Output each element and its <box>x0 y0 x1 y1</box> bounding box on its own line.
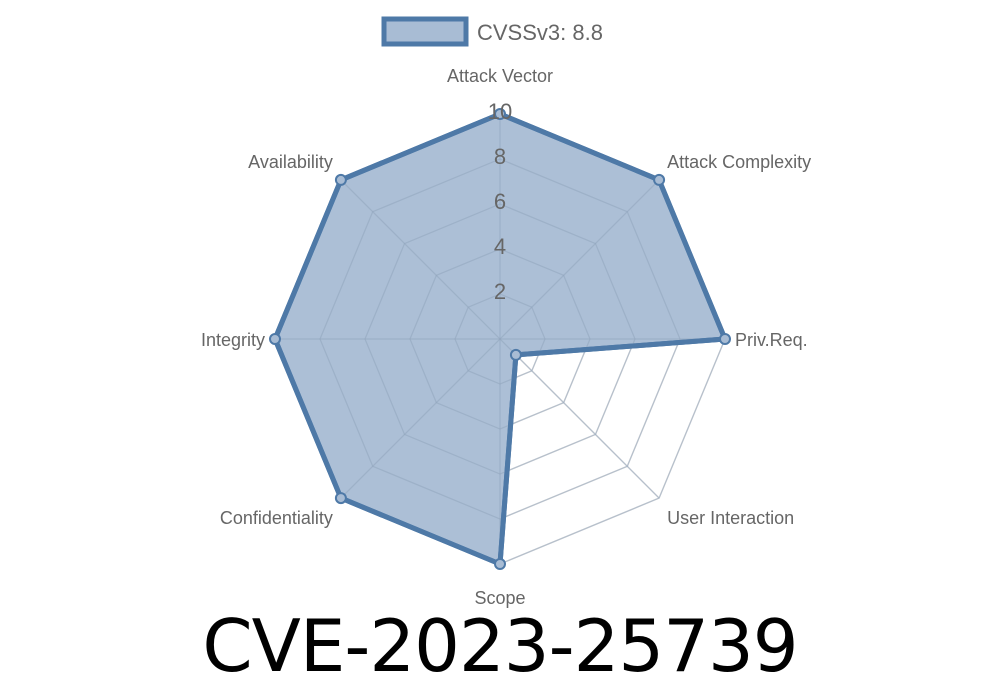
legend[interactable]: CVSSv3: 8.8 <box>381 16 603 47</box>
chart-title: CVE-2023-25739 <box>202 604 798 688</box>
axis-label: Priv.Req. <box>735 330 808 350</box>
axis-label: Integrity <box>201 330 265 350</box>
grid-spoke-overlay <box>499 338 660 499</box>
tick-label: 10 <box>488 99 512 124</box>
axis-labels: Attack Vector Attack Complexity Priv.Req. U… <box>201 66 811 608</box>
data-point <box>494 108 506 120</box>
axis-label: Scope <box>474 588 525 608</box>
data-point <box>509 348 522 361</box>
legend-swatch <box>381 16 469 47</box>
axis-label: Availability <box>248 152 333 172</box>
tick-label: 4 <box>494 234 506 259</box>
tick-label: 2 <box>494 279 506 304</box>
data-point <box>719 333 731 345</box>
data-point <box>494 558 506 570</box>
axis-label: Attack Complexity <box>667 152 811 172</box>
data-point <box>334 173 347 186</box>
axis-label: Attack Vector <box>447 66 553 86</box>
legend-label: CVSSv3: 8.8 <box>477 20 603 45</box>
tick-label: 6 <box>494 189 506 214</box>
data-point <box>269 333 281 345</box>
grid-spoke-overlay <box>499 179 660 340</box>
axis-label: User Interaction <box>667 508 794 528</box>
grid-spoke-overlay <box>340 179 501 340</box>
tick-label: 8 <box>494 144 506 169</box>
data-point <box>653 173 666 186</box>
data-point <box>334 492 347 505</box>
radial-ticks: 2 4 6 8 10 <box>488 99 512 304</box>
series-cvss <box>269 108 731 570</box>
axis-label: Confidentiality <box>220 508 333 528</box>
grid-spoke-overlay <box>340 338 501 499</box>
